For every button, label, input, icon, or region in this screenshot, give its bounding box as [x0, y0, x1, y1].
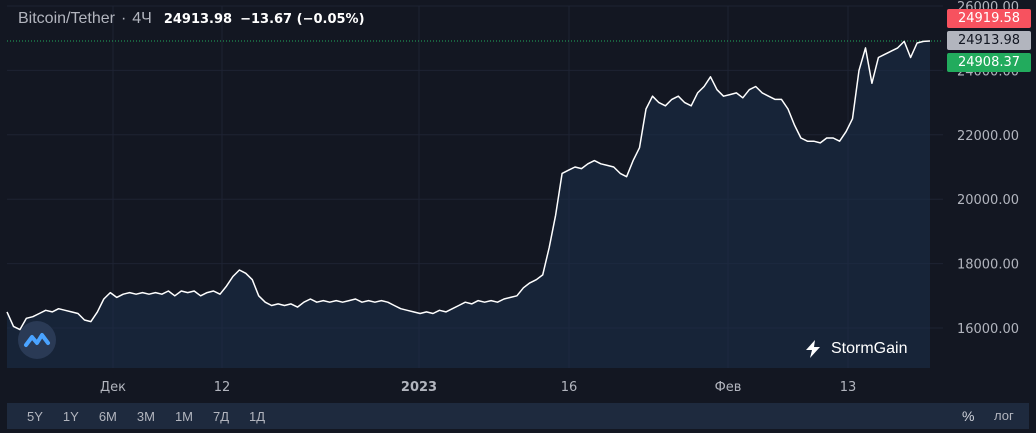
interval-label[interactable]: 4Ч	[132, 10, 152, 27]
y-axis: 16000.0018000.0020000.0022000.0024000.00…	[957, 0, 1019, 337]
low-price-label: 24908.37	[947, 53, 1031, 72]
x-tick-label: 2023	[401, 380, 437, 395]
range-button-7d[interactable]: 7Д	[213, 408, 230, 424]
x-tick-label: 12	[214, 380, 231, 395]
x-tick-label: 16	[561, 380, 578, 395]
header-separator: ·	[120, 10, 127, 27]
range-button-1y[interactable]: 1Y	[62, 408, 79, 424]
y-tick-label: 16000.00	[957, 322, 1019, 337]
y-tick-label: 20000.00	[957, 193, 1019, 208]
last-price-label: 24913.98	[947, 31, 1031, 50]
price-area-fill	[7, 41, 930, 368]
range-button-6m[interactable]: 6M	[98, 408, 117, 424]
x-tick-label: 13	[840, 380, 857, 395]
chart-header: Bitcoin/Tether · 4Ч 24913.98 −13.67 (−0.…	[18, 10, 365, 30]
stormgain-brand: StormGain	[803, 339, 907, 359]
range-button-5y[interactable]: 5Y	[27, 408, 43, 424]
x-tick-label: Дек	[100, 380, 126, 395]
price-change-value: −13.67 (−0.05%)	[240, 12, 365, 27]
chart-grid	[7, 5, 943, 368]
wave-logo-icon	[18, 321, 56, 359]
last-price-value: 24913.98	[163, 12, 233, 27]
log-toggle[interactable]: лог	[994, 408, 1014, 423]
bottom-toolbar: 5Y 1Y 6M 3M 1M 7Д 1Д % лог	[7, 403, 1029, 429]
range-button-1d[interactable]: 1Д	[249, 408, 266, 424]
x-axis: Дек 12 2023 16 Фев 13	[100, 380, 856, 395]
range-button-1m[interactable]: 1M	[174, 408, 193, 424]
brand-name: StormGain	[831, 340, 908, 357]
y-tick-label: 18000.00	[957, 258, 1019, 273]
x-tick-label: Фев	[715, 380, 742, 395]
symbol-name[interactable]: Bitcoin/Tether	[18, 10, 115, 27]
high-price-label: 24919.58	[947, 9, 1031, 28]
lightning-icon	[806, 340, 820, 358]
y-tick-label: 22000.00	[957, 129, 1019, 144]
percent-toggle[interactable]: %	[962, 408, 975, 424]
range-button-3m[interactable]: 3M	[136, 408, 155, 424]
price-line	[6, 40, 931, 331]
